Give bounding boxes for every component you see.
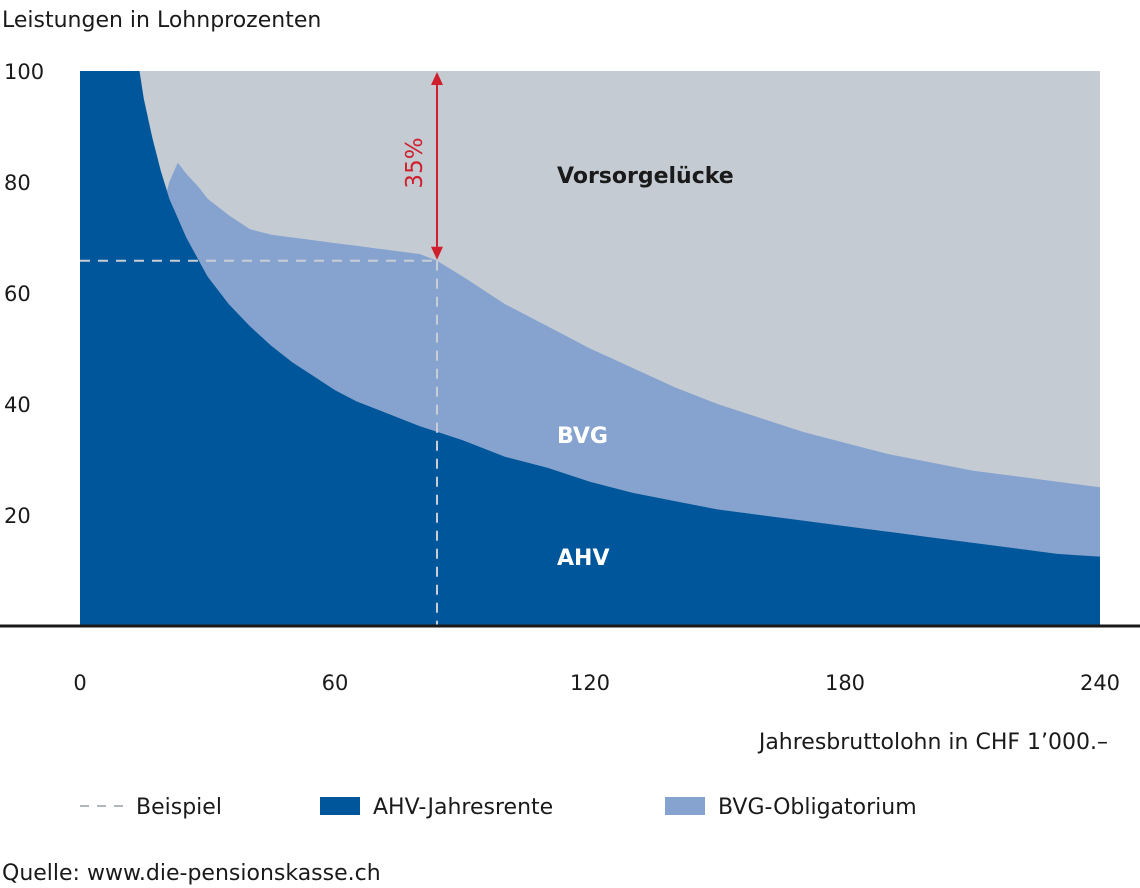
x-tick-label: 180 <box>825 671 865 695</box>
y-tick-label: 20 <box>4 504 31 528</box>
gap-arrow-head-top <box>431 72 443 85</box>
bvg-area <box>165 162 1100 557</box>
y-axis-label: Leistungen in Lohnprozenten <box>2 8 321 33</box>
region-label-ahv: AHV <box>557 546 609 571</box>
source-note: Quelle: www.die-pensionskasse.ch <box>2 861 381 886</box>
gap-percent-label: 35% <box>402 137 428 188</box>
region-label-bvg: BVG <box>557 424 608 449</box>
x-tick-label: 120 <box>570 671 610 695</box>
legend-swatch-bvg <box>665 797 705 815</box>
y-tick-label: 80 <box>4 171 31 195</box>
x-tick-group: 0 60 120 180 240 <box>73 671 1120 695</box>
legend-label-beispiel: Beispiel <box>136 795 222 820</box>
x-tick-label: 60 <box>322 671 349 695</box>
y-tick-label: 40 <box>4 393 31 417</box>
gap-arrow-head-bottom <box>431 246 443 260</box>
region-label-gap: Vorsorgelücke <box>557 164 734 189</box>
y-tick-label: 60 <box>4 282 31 306</box>
y-tick-label: 100 <box>4 60 44 84</box>
legend-label-ahv: AHV-Jahresrente <box>373 795 553 820</box>
legend: Beispiel AHV-Jahresrente BVG-Obligatoriu… <box>80 795 917 820</box>
x-tick-label: 0 <box>73 671 86 695</box>
legend-swatch-ahv <box>320 797 360 815</box>
y-tick-group: 100 80 60 40 20 <box>4 60 44 528</box>
ahv-area <box>80 71 1100 626</box>
legend-label-bvg: BVG-Obligatorium <box>718 795 917 820</box>
x-tick-label: 240 <box>1080 671 1120 695</box>
x-axis-label: Jahresbruttolohn in CHF 1’000.– <box>757 730 1108 755</box>
